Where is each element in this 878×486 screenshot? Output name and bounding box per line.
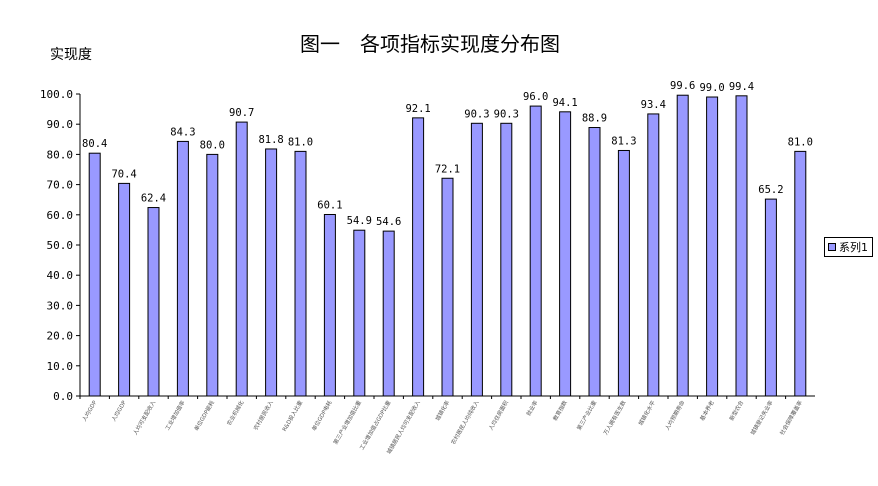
x-tick-label: 人均可支配收入 bbox=[131, 399, 157, 437]
data-label: 54.9 bbox=[347, 215, 372, 227]
data-label: 81.8 bbox=[258, 134, 283, 146]
y-tick-label: 50.0 bbox=[47, 239, 74, 252]
x-tick-label: 城镇化水平 bbox=[636, 399, 657, 427]
x-tick-label: 新型农合 bbox=[727, 399, 745, 422]
data-label: 94.1 bbox=[552, 97, 577, 109]
bar bbox=[735, 95, 748, 397]
data-label: 90.3 bbox=[464, 108, 489, 120]
x-tick-label: 人均GDP bbox=[80, 398, 99, 422]
data-label: 90.7 bbox=[229, 107, 254, 119]
x-tick-label: 城镇化率 bbox=[433, 399, 451, 422]
y-tick-label: 90.0 bbox=[47, 118, 74, 131]
x-tick-label: 人均预期寿命 bbox=[663, 399, 687, 432]
y-tick-label: 60.0 bbox=[47, 209, 74, 222]
data-label: 88.9 bbox=[582, 113, 607, 125]
data-label: 99.0 bbox=[699, 82, 724, 94]
data-label: 60.1 bbox=[317, 199, 342, 211]
y-tick-label: 10.0 bbox=[47, 360, 74, 373]
bar bbox=[382, 230, 395, 397]
bar bbox=[147, 207, 160, 397]
bar bbox=[441, 177, 454, 397]
x-tick-label: 单位GDP能耗 bbox=[192, 399, 216, 433]
y-tick-label: 70.0 bbox=[47, 179, 74, 192]
x-tick-label: 就业率 bbox=[524, 399, 539, 418]
bar bbox=[176, 140, 189, 397]
x-tick-label: 第三产业增加值比重 bbox=[331, 399, 363, 446]
data-label: 93.4 bbox=[641, 99, 666, 111]
data-label: 90.3 bbox=[494, 108, 519, 120]
x-tick-label: 工业增加值率 bbox=[163, 399, 187, 432]
bar bbox=[235, 121, 248, 397]
x-tick-label: 人均GDP bbox=[109, 398, 128, 422]
legend: 系列1 bbox=[824, 237, 873, 257]
bar bbox=[412, 117, 425, 397]
data-label: 81.0 bbox=[788, 136, 813, 148]
data-label: 80.4 bbox=[82, 138, 107, 150]
data-label: 62.4 bbox=[141, 193, 166, 205]
bar bbox=[206, 153, 219, 397]
x-tick-label: 农业机械化 bbox=[225, 399, 246, 427]
bar bbox=[294, 150, 307, 397]
x-tick-label: 城镇居民人均可支配收入 bbox=[385, 399, 422, 456]
x-tick-label: R&D投入比重 bbox=[280, 399, 304, 433]
data-label: 92.1 bbox=[405, 103, 430, 115]
data-label: 99.4 bbox=[729, 81, 754, 93]
bar bbox=[706, 96, 719, 397]
bar bbox=[764, 198, 777, 397]
y-tick-label: 100.0 bbox=[40, 88, 73, 101]
x-tick-label: 教育指数 bbox=[551, 399, 569, 422]
bar bbox=[118, 182, 131, 397]
x-tick-label: 工业增加值占GDP比重 bbox=[358, 399, 393, 452]
bar bbox=[323, 213, 336, 397]
x-tick-label: 万人拥有医生数 bbox=[601, 399, 627, 437]
chart-title: 图一 各项指标实现度分布图 bbox=[300, 32, 560, 56]
data-label: 81.0 bbox=[288, 136, 313, 148]
bar bbox=[470, 122, 483, 397]
bar bbox=[500, 122, 513, 397]
x-tick-label: 城镇登记失业率 bbox=[748, 399, 774, 437]
data-label: 72.1 bbox=[435, 163, 460, 175]
y-tick-label: 40.0 bbox=[47, 269, 74, 282]
data-label: 70.4 bbox=[111, 168, 136, 180]
y-tick-label: 20.0 bbox=[47, 330, 74, 343]
bar bbox=[647, 113, 660, 397]
legend-label: 系列1 bbox=[839, 241, 868, 254]
bar bbox=[588, 127, 601, 397]
bar bbox=[88, 152, 101, 397]
data-label: 99.6 bbox=[670, 80, 695, 92]
bar bbox=[529, 105, 542, 397]
bar bbox=[617, 149, 630, 397]
y-tick-label: 30.0 bbox=[47, 299, 74, 312]
data-label: 80.0 bbox=[200, 139, 225, 151]
y-tick-label: 0.0 bbox=[53, 390, 73, 403]
x-tick-label: 第三产业比重 bbox=[575, 399, 599, 432]
x-tick-label: 人均住房面积 bbox=[487, 399, 511, 432]
bar bbox=[265, 148, 278, 397]
x-tick-label: 单位GDP电耗 bbox=[310, 399, 334, 433]
data-label: 84.3 bbox=[170, 126, 195, 138]
bar bbox=[353, 229, 366, 397]
data-label: 65.2 bbox=[758, 184, 783, 196]
bar bbox=[794, 150, 807, 397]
x-tick-label: 社会保障覆盖率 bbox=[778, 399, 804, 437]
y-axis-label: 实现度 bbox=[50, 47, 92, 63]
data-label: 96.0 bbox=[523, 91, 548, 103]
x-tick-label: 基本养老 bbox=[698, 399, 716, 422]
x-tick-label: 农村居民收入 bbox=[251, 399, 275, 432]
data-label: 54.6 bbox=[376, 216, 401, 228]
data-label: 81.3 bbox=[611, 135, 636, 147]
x-tick-label: 农村居民人均纯收入 bbox=[449, 399, 481, 446]
bar bbox=[559, 111, 572, 397]
legend-swatch bbox=[828, 243, 836, 251]
y-tick-label: 80.0 bbox=[47, 148, 74, 161]
bar bbox=[676, 94, 689, 397]
